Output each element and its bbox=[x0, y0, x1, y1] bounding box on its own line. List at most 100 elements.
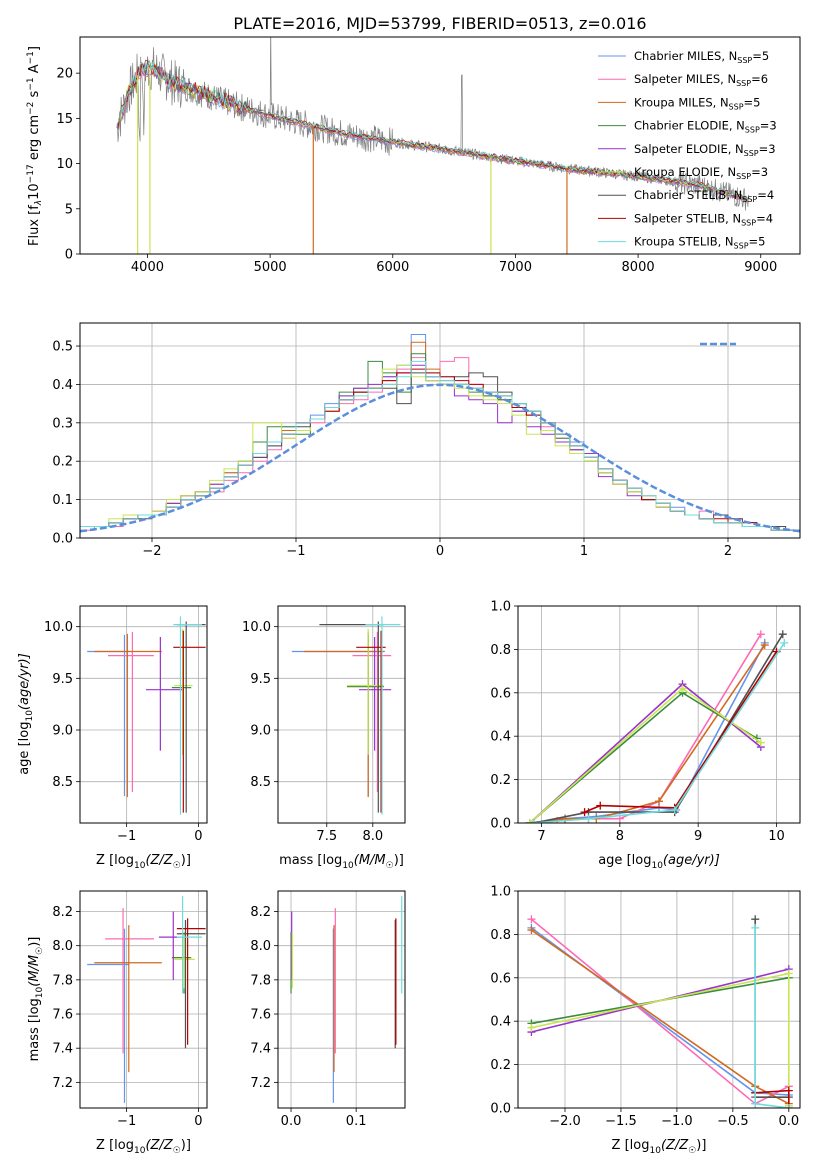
y-tick-label: 0.4 bbox=[490, 1015, 511, 1030]
label-part: (age/yr)] bbox=[17, 653, 32, 710]
weight-series bbox=[530, 918, 790, 1105]
y-tick-label: 0.2 bbox=[490, 1058, 511, 1073]
weight_vs_age-frame bbox=[517, 605, 801, 824]
weight-marker bbox=[584, 814, 593, 823]
x-tick-label: 8 bbox=[616, 829, 624, 844]
label-part: SSP bbox=[745, 126, 760, 135]
label-part: Kroupa ELODIE, N bbox=[634, 165, 736, 179]
y-tick-label: 10.0 bbox=[242, 620, 271, 635]
label-part: mass [log bbox=[279, 853, 342, 868]
x-tick-label: 2 bbox=[724, 544, 732, 559]
x-tick-label: 0.0 bbox=[778, 1114, 799, 1129]
x-tick-label: 7.5 bbox=[316, 829, 337, 844]
y-tick-label: 0.0 bbox=[490, 817, 511, 832]
weight-series bbox=[530, 927, 789, 1096]
y-tick-label: 8.5 bbox=[250, 775, 271, 790]
label-part: λ bbox=[34, 200, 44, 206]
y-tick-label: 1.0 bbox=[490, 885, 511, 900]
mass_vs_ebv-frame bbox=[277, 890, 406, 1109]
x-tick-label: −0.5 bbox=[717, 1114, 749, 1129]
weight-series bbox=[754, 919, 789, 1098]
y-tick-label: 0.6 bbox=[490, 971, 511, 986]
label-part: ☉ bbox=[688, 1146, 696, 1156]
age_vs_mass-plot bbox=[291, 616, 401, 815]
label-part: ] bbox=[27, 46, 42, 51]
label-part: SSP bbox=[742, 195, 757, 204]
weight-marker bbox=[756, 738, 765, 747]
weight-marker bbox=[670, 805, 679, 814]
label-part: 10 bbox=[342, 861, 354, 871]
label-part: (Z/Z bbox=[145, 853, 173, 868]
age_vs_Z-axes: −1 0 8.5 9.0 9.5 10.0 bbox=[44, 606, 207, 844]
label-part: =3 bbox=[751, 165, 768, 179]
mass_vs_Z-xlabel: Z [log10(Z/Z☉)] bbox=[96, 1138, 191, 1156]
label-part: Salpeter STELIB, N bbox=[634, 211, 741, 225]
y-tick-label: 7.2 bbox=[52, 1076, 73, 1091]
model-spectrum bbox=[117, 60, 748, 200]
label-part: s bbox=[27, 90, 42, 101]
x-tick-label: 1 bbox=[580, 544, 588, 559]
weight-marker bbox=[778, 630, 787, 639]
weight-marker bbox=[527, 926, 536, 935]
mass_vs_ebv-axes: 0.0 0.1 7.2 7.4 7.6 7.8 8.0 8.2 bbox=[250, 891, 405, 1129]
x-tick-label: 8.0 bbox=[362, 829, 383, 844]
label-part: ☉ bbox=[173, 1146, 181, 1156]
label-part: =3 bbox=[760, 119, 777, 133]
y-tick-label: 7.2 bbox=[250, 1076, 271, 1091]
weight-marker bbox=[678, 684, 687, 693]
x-tick-label: 9000 bbox=[744, 260, 777, 275]
age_vs_Z-frame bbox=[79, 605, 208, 824]
label-part: ☉ bbox=[35, 947, 45, 955]
weight-marker bbox=[756, 630, 765, 639]
weight-marker bbox=[529, 819, 538, 823]
label-part: SSP bbox=[729, 102, 744, 111]
label-part: mass [log bbox=[27, 998, 42, 1061]
label-part: (Z/Z bbox=[661, 1138, 689, 1153]
weight-marker bbox=[751, 923, 760, 932]
y-tick-label: 0.4 bbox=[52, 378, 73, 393]
y-tick-label: 0.0 bbox=[490, 1102, 511, 1117]
x-tick-label: 7 bbox=[537, 829, 545, 844]
age_vs_mass-xlabel: mass [log10(M/M☉)] bbox=[279, 853, 404, 871]
legend-entry: Kroupa MILES, NSSP=5 bbox=[634, 95, 760, 111]
label-part: Chabrier ELODIE, N bbox=[634, 119, 745, 133]
label-part: 10 bbox=[27, 183, 42, 200]
legend-entry: Chabrier STELIB, NSSP=4 bbox=[634, 188, 774, 204]
weight-marker bbox=[784, 969, 793, 978]
label-part: Salpeter ELODIE, N bbox=[634, 142, 744, 156]
label-part: (Z/Z bbox=[145, 1138, 173, 1153]
y-tick-label: 0.0 bbox=[52, 532, 73, 547]
y-tick-label: 0.1 bbox=[52, 493, 73, 508]
y-tick-label: 7.8 bbox=[250, 973, 271, 988]
y-tick-label: 0.3 bbox=[52, 416, 73, 431]
x-tick-label: 10 bbox=[768, 829, 785, 844]
spectrum-ylabel: Flux [fλ10−17 erg cm−2 s−1 A−1] bbox=[26, 46, 44, 246]
label-part: (M/M bbox=[354, 853, 386, 868]
mass_vs_Z-plot bbox=[87, 896, 206, 1103]
label-part: (age/yr)] bbox=[663, 853, 720, 868]
age_vs_mass-axes: 7.5 8.0 8.5 9.0 9.5 10.0 bbox=[242, 606, 405, 844]
label-part: Salpeter MILES, N bbox=[634, 72, 736, 86]
y-tick-label: 1.0 bbox=[490, 600, 511, 615]
model-spectrum bbox=[117, 59, 748, 200]
weight-marker bbox=[751, 915, 760, 924]
label-part: =4 bbox=[757, 188, 774, 202]
mass_vs_ebv-plot bbox=[290, 896, 403, 1103]
label-part: =3 bbox=[759, 142, 776, 156]
label-part: 10 bbox=[35, 986, 45, 998]
label-part: 10 bbox=[25, 710, 35, 722]
label-part: SSP bbox=[744, 149, 759, 158]
x-tick-label: −1.0 bbox=[661, 1114, 693, 1129]
y-tick-label: 0.5 bbox=[52, 340, 73, 355]
weight_vs_Z-frame bbox=[517, 890, 801, 1109]
label-part: Z [log bbox=[612, 1138, 650, 1153]
weight-marker bbox=[655, 797, 663, 806]
y-tick-label: 15 bbox=[56, 112, 73, 127]
spectrum-plot bbox=[116, 37, 749, 254]
weight-marker bbox=[751, 1099, 760, 1108]
label-part: (M/M bbox=[27, 955, 42, 987]
weight-marker bbox=[784, 1104, 793, 1108]
weight-series bbox=[531, 972, 790, 1106]
label-part: SSP bbox=[741, 218, 756, 227]
residuals-plot bbox=[80, 334, 800, 538]
